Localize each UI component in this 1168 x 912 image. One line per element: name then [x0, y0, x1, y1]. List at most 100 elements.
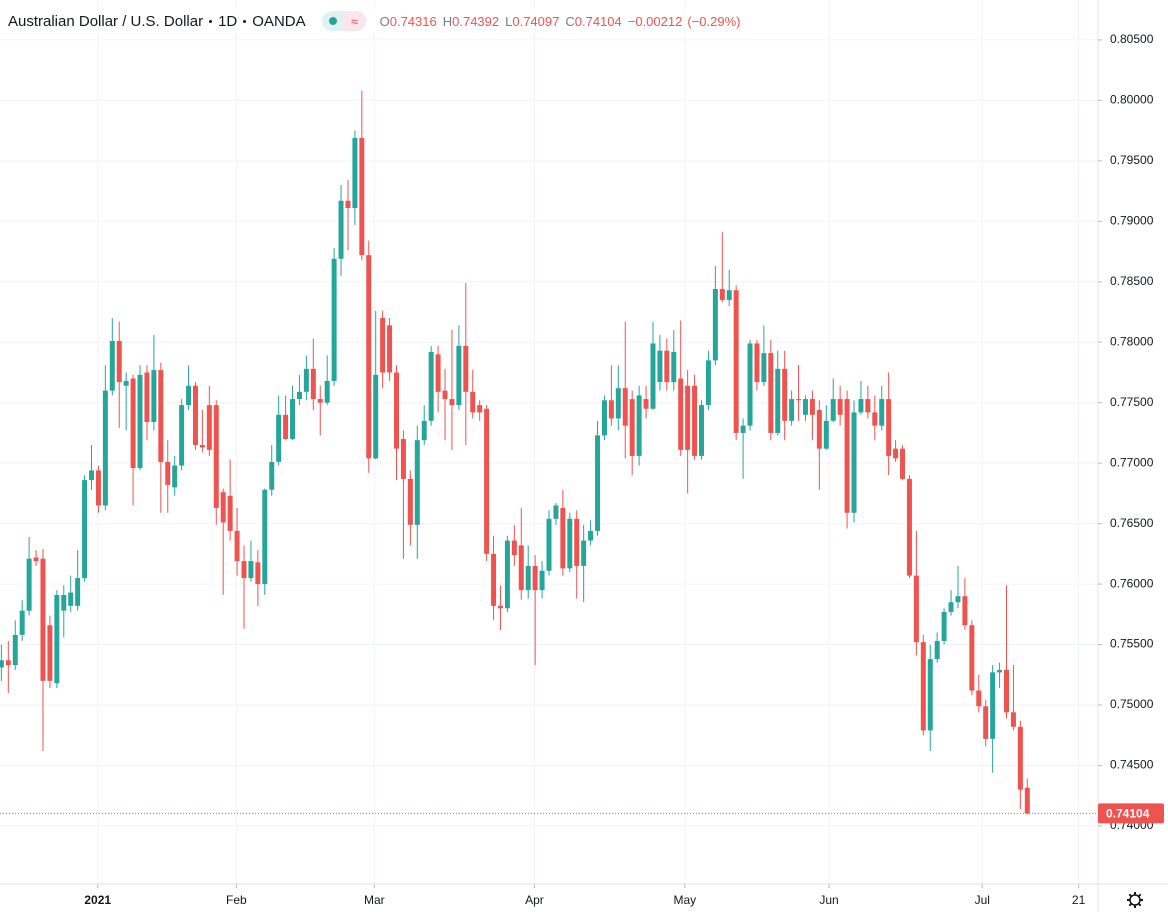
candle-body — [699, 405, 704, 456]
close-value: 0.74104 — [574, 13, 622, 29]
candle-body — [262, 489, 268, 585]
candle-body — [671, 351, 677, 383]
candle-body — [962, 596, 968, 626]
candle-body — [1024, 787, 1030, 814]
candle-body — [47, 625, 53, 681]
candle-body — [920, 642, 926, 731]
candle-body — [851, 412, 857, 513]
candle-body — [255, 562, 261, 585]
candle-body — [213, 405, 219, 508]
candle-body — [338, 200, 344, 259]
candle-body — [553, 505, 559, 519]
candle-body — [497, 605, 503, 609]
candle-body — [269, 461, 275, 490]
candle-body — [345, 200, 351, 208]
y-tick-label: 0.79000 — [1110, 213, 1154, 227]
candle-body — [40, 558, 46, 681]
candle-body — [435, 354, 441, 392]
candle-body — [740, 425, 746, 433]
candle-body — [95, 470, 101, 506]
candle-body — [414, 440, 420, 525]
candle-body — [574, 518, 580, 566]
gear-tooth — [1128, 893, 1133, 898]
candle-body — [712, 289, 718, 361]
candle-body — [463, 345, 469, 392]
candle-body — [837, 399, 843, 415]
candle-body — [532, 565, 538, 591]
candle-body — [955, 596, 961, 603]
change-percent: (−0.29%) — [687, 13, 741, 29]
candle-body — [407, 478, 413, 525]
candle-body — [359, 137, 365, 256]
y-tick-label: 0.75500 — [1110, 637, 1154, 651]
candle-body — [865, 399, 871, 413]
candle-body — [68, 592, 74, 606]
candle-body — [546, 518, 552, 571]
x-tick-label: Jun — [819, 893, 838, 907]
candle-body — [775, 368, 781, 433]
candle-body — [754, 343, 760, 383]
change-value: −0.00212 — [627, 13, 683, 29]
candle-body — [290, 399, 296, 439]
candle-body — [123, 380, 129, 386]
candle-body — [858, 399, 864, 413]
candle-body — [1017, 726, 1023, 790]
candle-body — [913, 575, 919, 643]
gear-tooth — [1128, 902, 1133, 907]
candle-body — [948, 602, 954, 612]
interval[interactable]: 1D — [218, 12, 238, 30]
candle-body — [879, 399, 885, 426]
candle-body — [643, 399, 649, 409]
candle-body — [12, 634, 18, 666]
market-open-icon — [321, 11, 344, 31]
candle-body — [165, 461, 171, 485]
low-value: 0.74097 — [512, 13, 560, 29]
gear-ring — [1129, 894, 1141, 906]
candle-body — [5, 660, 11, 666]
candle-body — [144, 372, 150, 423]
candle-body — [976, 690, 982, 707]
candle-body — [109, 341, 115, 391]
y-tick-label: 0.78500 — [1110, 274, 1154, 288]
candle-body — [33, 557, 39, 562]
candle-body — [657, 350, 663, 383]
candle-body — [886, 399, 892, 456]
candle-body — [685, 385, 691, 450]
y-tick-label: 0.75000 — [1110, 697, 1154, 711]
candle-body — [82, 480, 88, 579]
candle-body — [595, 435, 601, 531]
candle-body — [830, 399, 836, 421]
candle-body — [241, 561, 247, 579]
candle-body — [893, 448, 899, 459]
candle-body — [796, 399, 802, 401]
candle-body — [206, 405, 212, 450]
candle-body — [692, 385, 698, 456]
candle-body — [636, 395, 642, 456]
candle-body — [664, 350, 670, 383]
candle-body — [428, 351, 434, 421]
candle-body — [303, 368, 309, 392]
source: OANDA — [252, 12, 306, 30]
candle-body — [1004, 669, 1009, 713]
open-label: O — [379, 13, 390, 29]
candle-body — [969, 625, 975, 691]
settings-button[interactable] — [1127, 892, 1143, 908]
status-pill[interactable]: ≈ — [321, 11, 366, 31]
candle-body — [802, 399, 808, 415]
candle-body — [726, 290, 732, 300]
candle-body — [782, 368, 788, 421]
candle-body — [477, 405, 483, 413]
candle-body — [449, 399, 455, 406]
candle-body — [421, 420, 427, 441]
candle-body — [560, 507, 566, 569]
candle-body — [248, 561, 254, 579]
candle-body — [366, 255, 372, 459]
y-tick-label: 0.77500 — [1110, 395, 1154, 409]
candle-body — [331, 258, 337, 381]
candle-body — [352, 137, 358, 208]
candle-body — [511, 540, 517, 556]
candle-body — [768, 353, 774, 433]
candle-body — [75, 578, 81, 606]
candle-body — [761, 353, 767, 383]
